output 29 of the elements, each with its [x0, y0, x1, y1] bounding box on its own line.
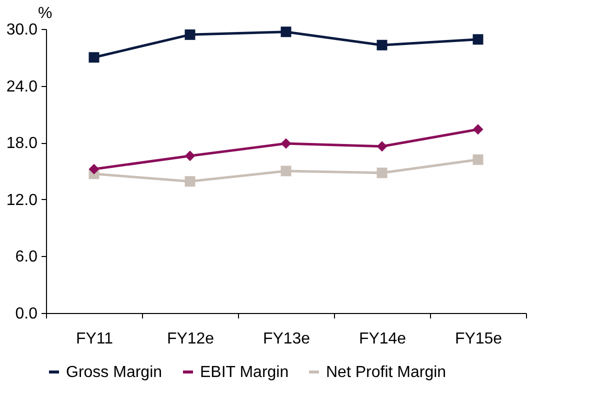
point — [280, 26, 292, 38]
point — [88, 164, 100, 174]
y-tick-label: 18.0 — [6, 135, 38, 152]
x-tick-label: FY13e — [262, 330, 310, 348]
y-axis-title: % — [38, 5, 52, 22]
legend-label: Net Profit Margin — [326, 364, 446, 381]
point — [280, 166, 292, 176]
point — [184, 150, 196, 162]
point — [88, 52, 100, 63]
point — [376, 141, 388, 152]
y-tick-label: 6.0 — [15, 248, 38, 266]
y-tick-label: 24.0 — [6, 78, 38, 96]
y-tick-label: 0.0 — [15, 306, 38, 322]
x-tick-label: FY11 — [76, 330, 114, 348]
point — [472, 34, 484, 45]
point — [472, 124, 484, 135]
point — [376, 168, 388, 178]
point — [376, 40, 388, 50]
y-tick-label: 12.0 — [6, 192, 38, 209]
x-tick-label: FY12e — [166, 330, 214, 348]
point — [472, 154, 484, 165]
legend-label: EBIT Margin — [200, 364, 289, 381]
point — [184, 176, 196, 187]
y-tick-label: 30.0 — [6, 22, 38, 38]
point — [184, 29, 196, 40]
x-tick-label: FY14e — [358, 330, 406, 348]
x-tick-label: FY15e — [454, 330, 502, 348]
point — [280, 138, 292, 149]
legend-label: Gross Margin — [66, 364, 162, 381]
